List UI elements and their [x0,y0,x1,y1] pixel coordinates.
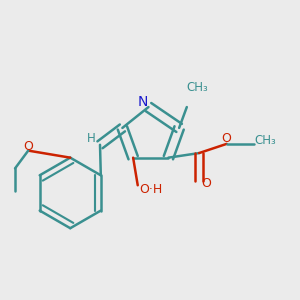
Text: O: O [222,133,232,146]
Text: N: N [137,95,148,110]
Text: O: O [23,140,33,153]
Text: O·H: O·H [139,183,162,196]
Text: O: O [201,177,211,190]
Text: CH₃: CH₃ [187,81,208,94]
Text: CH₃: CH₃ [254,134,276,147]
Text: H: H [87,132,96,145]
